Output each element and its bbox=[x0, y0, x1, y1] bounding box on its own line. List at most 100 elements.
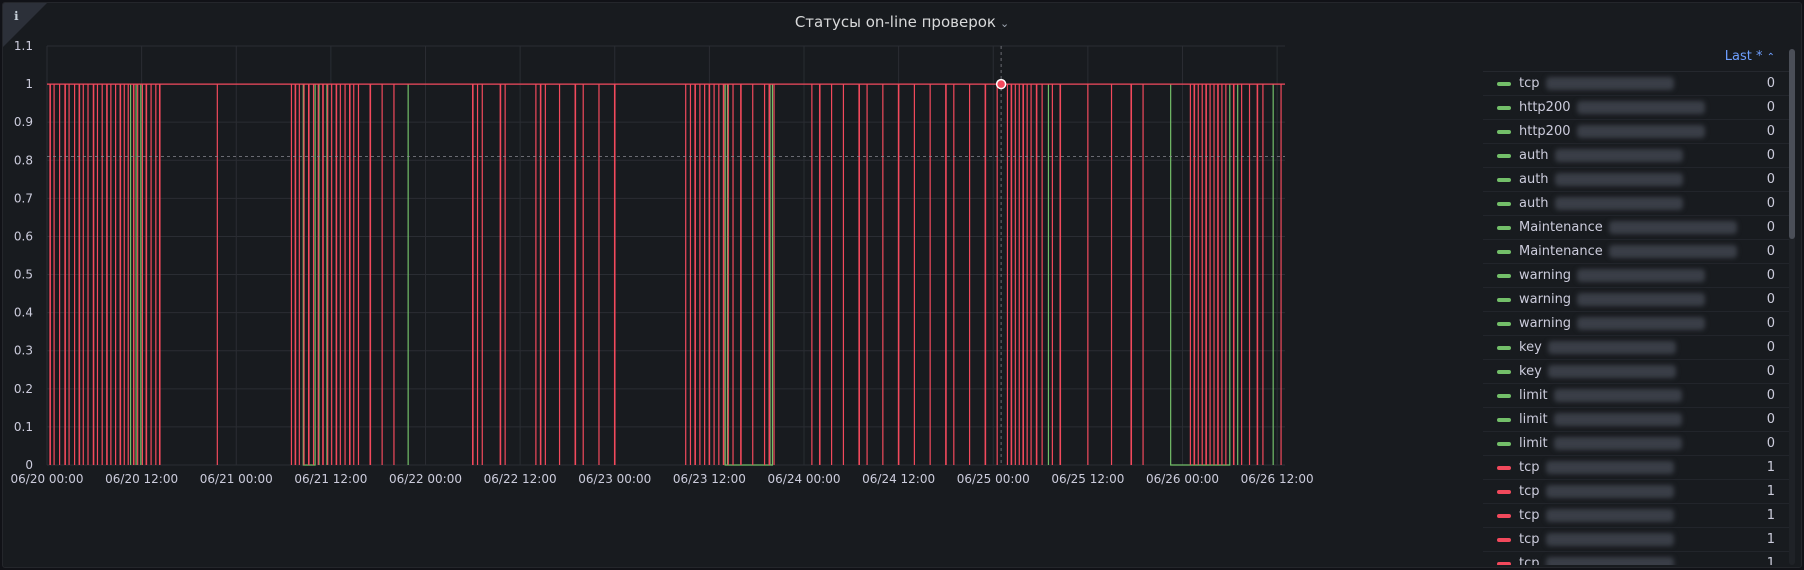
x-tick-label: 06/23 00:00 bbox=[578, 472, 651, 486]
legend-series-name[interactable]: Maintenance bbox=[1519, 244, 1603, 259]
y-tick-label: 0.8 bbox=[14, 153, 33, 167]
legend-row[interactable]: limit 0 bbox=[1483, 384, 1789, 408]
redacted-host bbox=[1577, 317, 1705, 330]
legend-row[interactable]: tcp 0 bbox=[1483, 72, 1789, 96]
redacted-host bbox=[1577, 125, 1705, 138]
legend-series-name[interactable]: tcp bbox=[1519, 508, 1540, 523]
legend-row[interactable]: Maintenance 0 bbox=[1483, 240, 1789, 264]
redacted-host bbox=[1577, 293, 1705, 306]
legend-row[interactable]: auth 0 bbox=[1483, 192, 1789, 216]
legend-row[interactable]: Maintenance 0 bbox=[1483, 216, 1789, 240]
redacted-host bbox=[1555, 149, 1683, 162]
legend-color-swatch bbox=[1497, 322, 1511, 326]
y-tick-label: 1.1 bbox=[14, 39, 33, 53]
legend-series-name[interactable]: limit bbox=[1519, 412, 1548, 427]
legend-series-name[interactable]: tcp bbox=[1519, 76, 1540, 91]
legend-row[interactable]: auth 0 bbox=[1483, 168, 1789, 192]
legend-row[interactable]: tcp 1 bbox=[1483, 456, 1789, 480]
y-tick-label: 0.4 bbox=[14, 306, 33, 320]
x-tick-label: 06/24 00:00 bbox=[768, 472, 841, 486]
legend-last-value: 0 bbox=[1767, 240, 1775, 263]
x-tick-label: 06/24 12:00 bbox=[862, 472, 935, 486]
legend-last-value: 1 bbox=[1767, 528, 1775, 551]
legend-series-name[interactable]: http200 bbox=[1519, 100, 1571, 115]
chart-overlay bbox=[47, 46, 1285, 465]
legend-series-name[interactable]: key bbox=[1519, 364, 1542, 379]
legend-color-swatch bbox=[1497, 418, 1511, 422]
legend-color-swatch bbox=[1497, 250, 1511, 254]
legend-scrollbar-thumb[interactable] bbox=[1789, 49, 1795, 239]
legend-label: tcp bbox=[1519, 528, 1674, 551]
legend-row[interactable]: key 0 bbox=[1483, 360, 1789, 384]
legend-color-swatch bbox=[1497, 202, 1511, 206]
legend-row[interactable]: key 0 bbox=[1483, 336, 1789, 360]
legend-label: auth bbox=[1519, 144, 1683, 167]
legend-series-name[interactable]: auth bbox=[1519, 172, 1549, 187]
legend-last-value: 0 bbox=[1767, 168, 1775, 191]
legend-row[interactable]: warning 0 bbox=[1483, 264, 1789, 288]
legend-row[interactable]: limit 0 bbox=[1483, 432, 1789, 456]
legend-last-value: 0 bbox=[1767, 432, 1775, 455]
legend-color-swatch bbox=[1497, 298, 1511, 302]
legend-series-name[interactable]: tcp bbox=[1519, 532, 1540, 547]
legend-label: tcp bbox=[1519, 504, 1674, 527]
legend-row[interactable]: http200 0 bbox=[1483, 96, 1789, 120]
legend-series-name[interactable]: limit bbox=[1519, 388, 1548, 403]
legend-series-name[interactable]: limit bbox=[1519, 436, 1548, 451]
legend-row[interactable]: tcp 1 bbox=[1483, 528, 1789, 552]
redacted-host bbox=[1555, 197, 1683, 210]
legend-series-name[interactable]: Maintenance bbox=[1519, 220, 1603, 235]
legend-series-name[interactable]: warning bbox=[1519, 292, 1571, 307]
legend-series-name[interactable]: tcp bbox=[1519, 556, 1540, 565]
x-tick-label: 06/26 12:00 bbox=[1241, 472, 1314, 486]
legend-row[interactable]: limit 0 bbox=[1483, 408, 1789, 432]
legend-row[interactable]: warning 0 bbox=[1483, 288, 1789, 312]
legend-label: tcp bbox=[1519, 456, 1674, 479]
legend-series-name[interactable]: http200 bbox=[1519, 124, 1571, 139]
legend-series-name[interactable]: key bbox=[1519, 340, 1542, 355]
legend-row[interactable]: tcp 1 bbox=[1483, 504, 1789, 528]
status-chart[interactable]: 0 0.1 0.2 0.3 0.4 0.5 0.6 0.7 0.8 0.9 1 1.1 06/20 0… bbox=[3, 3, 1483, 567]
y-tick-label: 0 bbox=[25, 458, 33, 472]
legend-series-name[interactable]: auth bbox=[1519, 196, 1549, 211]
legend-row[interactable]: warning 0 bbox=[1483, 312, 1789, 336]
legend-color-swatch bbox=[1497, 466, 1511, 470]
legend-color-swatch bbox=[1497, 442, 1511, 446]
redacted-host bbox=[1548, 341, 1676, 354]
legend-label: limit bbox=[1519, 408, 1682, 431]
legend-row[interactable]: tcp 1 bbox=[1483, 552, 1789, 565]
legend-series-name[interactable]: tcp bbox=[1519, 460, 1540, 475]
legend-label: tcp bbox=[1519, 552, 1674, 565]
legend-row[interactable]: http200 0 bbox=[1483, 120, 1789, 144]
legend-header[interactable]: Last * ⌃ bbox=[1483, 43, 1789, 72]
legend-last-value: 0 bbox=[1767, 192, 1775, 215]
legend-series-name[interactable]: tcp bbox=[1519, 484, 1540, 499]
legend-last-value: 0 bbox=[1767, 312, 1775, 335]
legend-series-name[interactable]: auth bbox=[1519, 148, 1549, 163]
legend-sort-label[interactable]: Last * bbox=[1725, 49, 1763, 64]
redacted-host bbox=[1577, 269, 1705, 282]
sort-arrow-icon[interactable]: ⌃ bbox=[1767, 52, 1775, 63]
y-tick-label: 0.3 bbox=[14, 344, 33, 358]
y-tick-label: 0.5 bbox=[14, 268, 33, 282]
y-tick-label: 0.2 bbox=[14, 382, 33, 396]
x-tick-label: 06/21 00:00 bbox=[200, 472, 273, 486]
legend-series-name[interactable]: warning bbox=[1519, 316, 1571, 331]
redacted-host bbox=[1546, 485, 1674, 498]
legend-last-value: 0 bbox=[1767, 144, 1775, 167]
legend-row[interactable]: auth 0 bbox=[1483, 144, 1789, 168]
x-tick-label: 06/21 12:00 bbox=[294, 472, 367, 486]
legend-table: Last * ⌃ tcp 0 http200 0 http200 0 auth 0 auth 0 a… bbox=[1483, 43, 1789, 565]
y-axis-ticks: 0 0.1 0.2 0.3 0.4 0.5 0.6 0.7 0.8 0.9 1 1.1 bbox=[14, 39, 33, 472]
legend-color-swatch bbox=[1497, 514, 1511, 518]
legend-label: warning bbox=[1519, 312, 1705, 335]
y-tick-label: 1 bbox=[25, 77, 33, 91]
legend-label: auth bbox=[1519, 168, 1683, 191]
redacted-host bbox=[1546, 461, 1674, 474]
legend-label: tcp bbox=[1519, 72, 1674, 95]
legend-series-name[interactable]: warning bbox=[1519, 268, 1571, 283]
legend-row[interactable]: tcp 1 bbox=[1483, 480, 1789, 504]
legend-last-value: 0 bbox=[1767, 264, 1775, 287]
hover-point-marker bbox=[997, 80, 1006, 89]
x-tick-label: 06/20 12:00 bbox=[105, 472, 178, 486]
